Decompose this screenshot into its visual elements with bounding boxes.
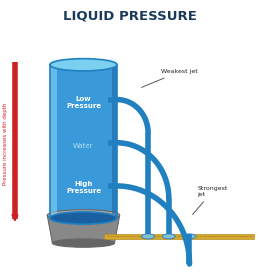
Polygon shape — [47, 215, 120, 243]
Text: Low
Pressure: Low Pressure — [66, 96, 101, 109]
Text: High
Pressure: High Pressure — [66, 181, 101, 194]
Text: Pressure increases with depth: Pressure increases with depth — [3, 102, 8, 185]
Ellipse shape — [183, 234, 196, 239]
Text: Strongest
jet: Strongest jet — [193, 186, 228, 214]
Text: Water: Water — [73, 143, 94, 149]
Bar — [50, 59, 117, 65]
Ellipse shape — [47, 210, 120, 221]
Bar — [112, 65, 117, 218]
Text: Weakest jet: Weakest jet — [142, 69, 198, 87]
Text: LIQUID PRESSURE: LIQUID PRESSURE — [63, 10, 197, 22]
Ellipse shape — [162, 234, 175, 239]
Bar — [50, 65, 117, 218]
Bar — [50, 65, 57, 218]
Ellipse shape — [50, 59, 117, 71]
Bar — [104, 234, 254, 239]
Ellipse shape — [142, 234, 154, 239]
Ellipse shape — [50, 212, 117, 224]
Ellipse shape — [53, 239, 114, 247]
